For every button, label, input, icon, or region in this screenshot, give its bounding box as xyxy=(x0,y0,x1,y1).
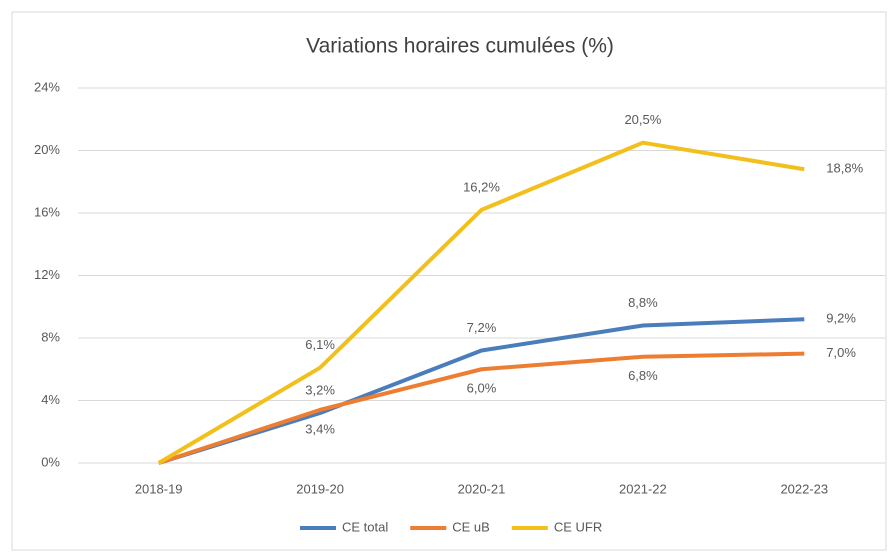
data-label: 7,2% xyxy=(467,320,497,335)
data-label: 8,8% xyxy=(628,295,658,310)
series-line xyxy=(158,351,805,465)
y-tick-label: 12% xyxy=(34,267,60,282)
y-tick-label: 16% xyxy=(34,204,60,219)
data-label: 3,4% xyxy=(305,421,335,436)
data-label: 3,2% xyxy=(305,382,335,397)
data-label: 16,2% xyxy=(463,179,500,194)
data-label: 6,0% xyxy=(467,381,497,396)
y-tick-label: 24% xyxy=(34,79,60,94)
y-tick-label: 0% xyxy=(41,454,60,469)
legend-label: CE uB xyxy=(452,519,490,534)
data-label: 6,8% xyxy=(628,368,658,383)
data-label: 20,5% xyxy=(624,112,661,127)
x-tick-label: 2020-21 xyxy=(458,481,506,496)
data-label: 18,8% xyxy=(826,161,863,176)
legend-label: CE total xyxy=(342,519,388,534)
data-label: 9,2% xyxy=(826,311,856,326)
y-tick-label: 4% xyxy=(41,392,60,407)
x-tick-label: 2022-23 xyxy=(780,481,828,496)
chart-frame xyxy=(11,11,887,551)
x-tick-label: 2018-19 xyxy=(135,481,183,496)
y-tick-label: 20% xyxy=(34,142,60,157)
data-label: 7,0% xyxy=(826,345,856,360)
chart-title: Variations horaires cumulées (%) xyxy=(306,35,614,58)
x-tick-label: 2021-22 xyxy=(619,481,667,496)
y-tick-label: 8% xyxy=(41,329,60,344)
series-line xyxy=(157,140,805,465)
data-label: 6,1% xyxy=(305,337,335,352)
legend-label: CE UFR xyxy=(554,519,602,534)
x-tick-label: 2019-20 xyxy=(296,481,344,496)
